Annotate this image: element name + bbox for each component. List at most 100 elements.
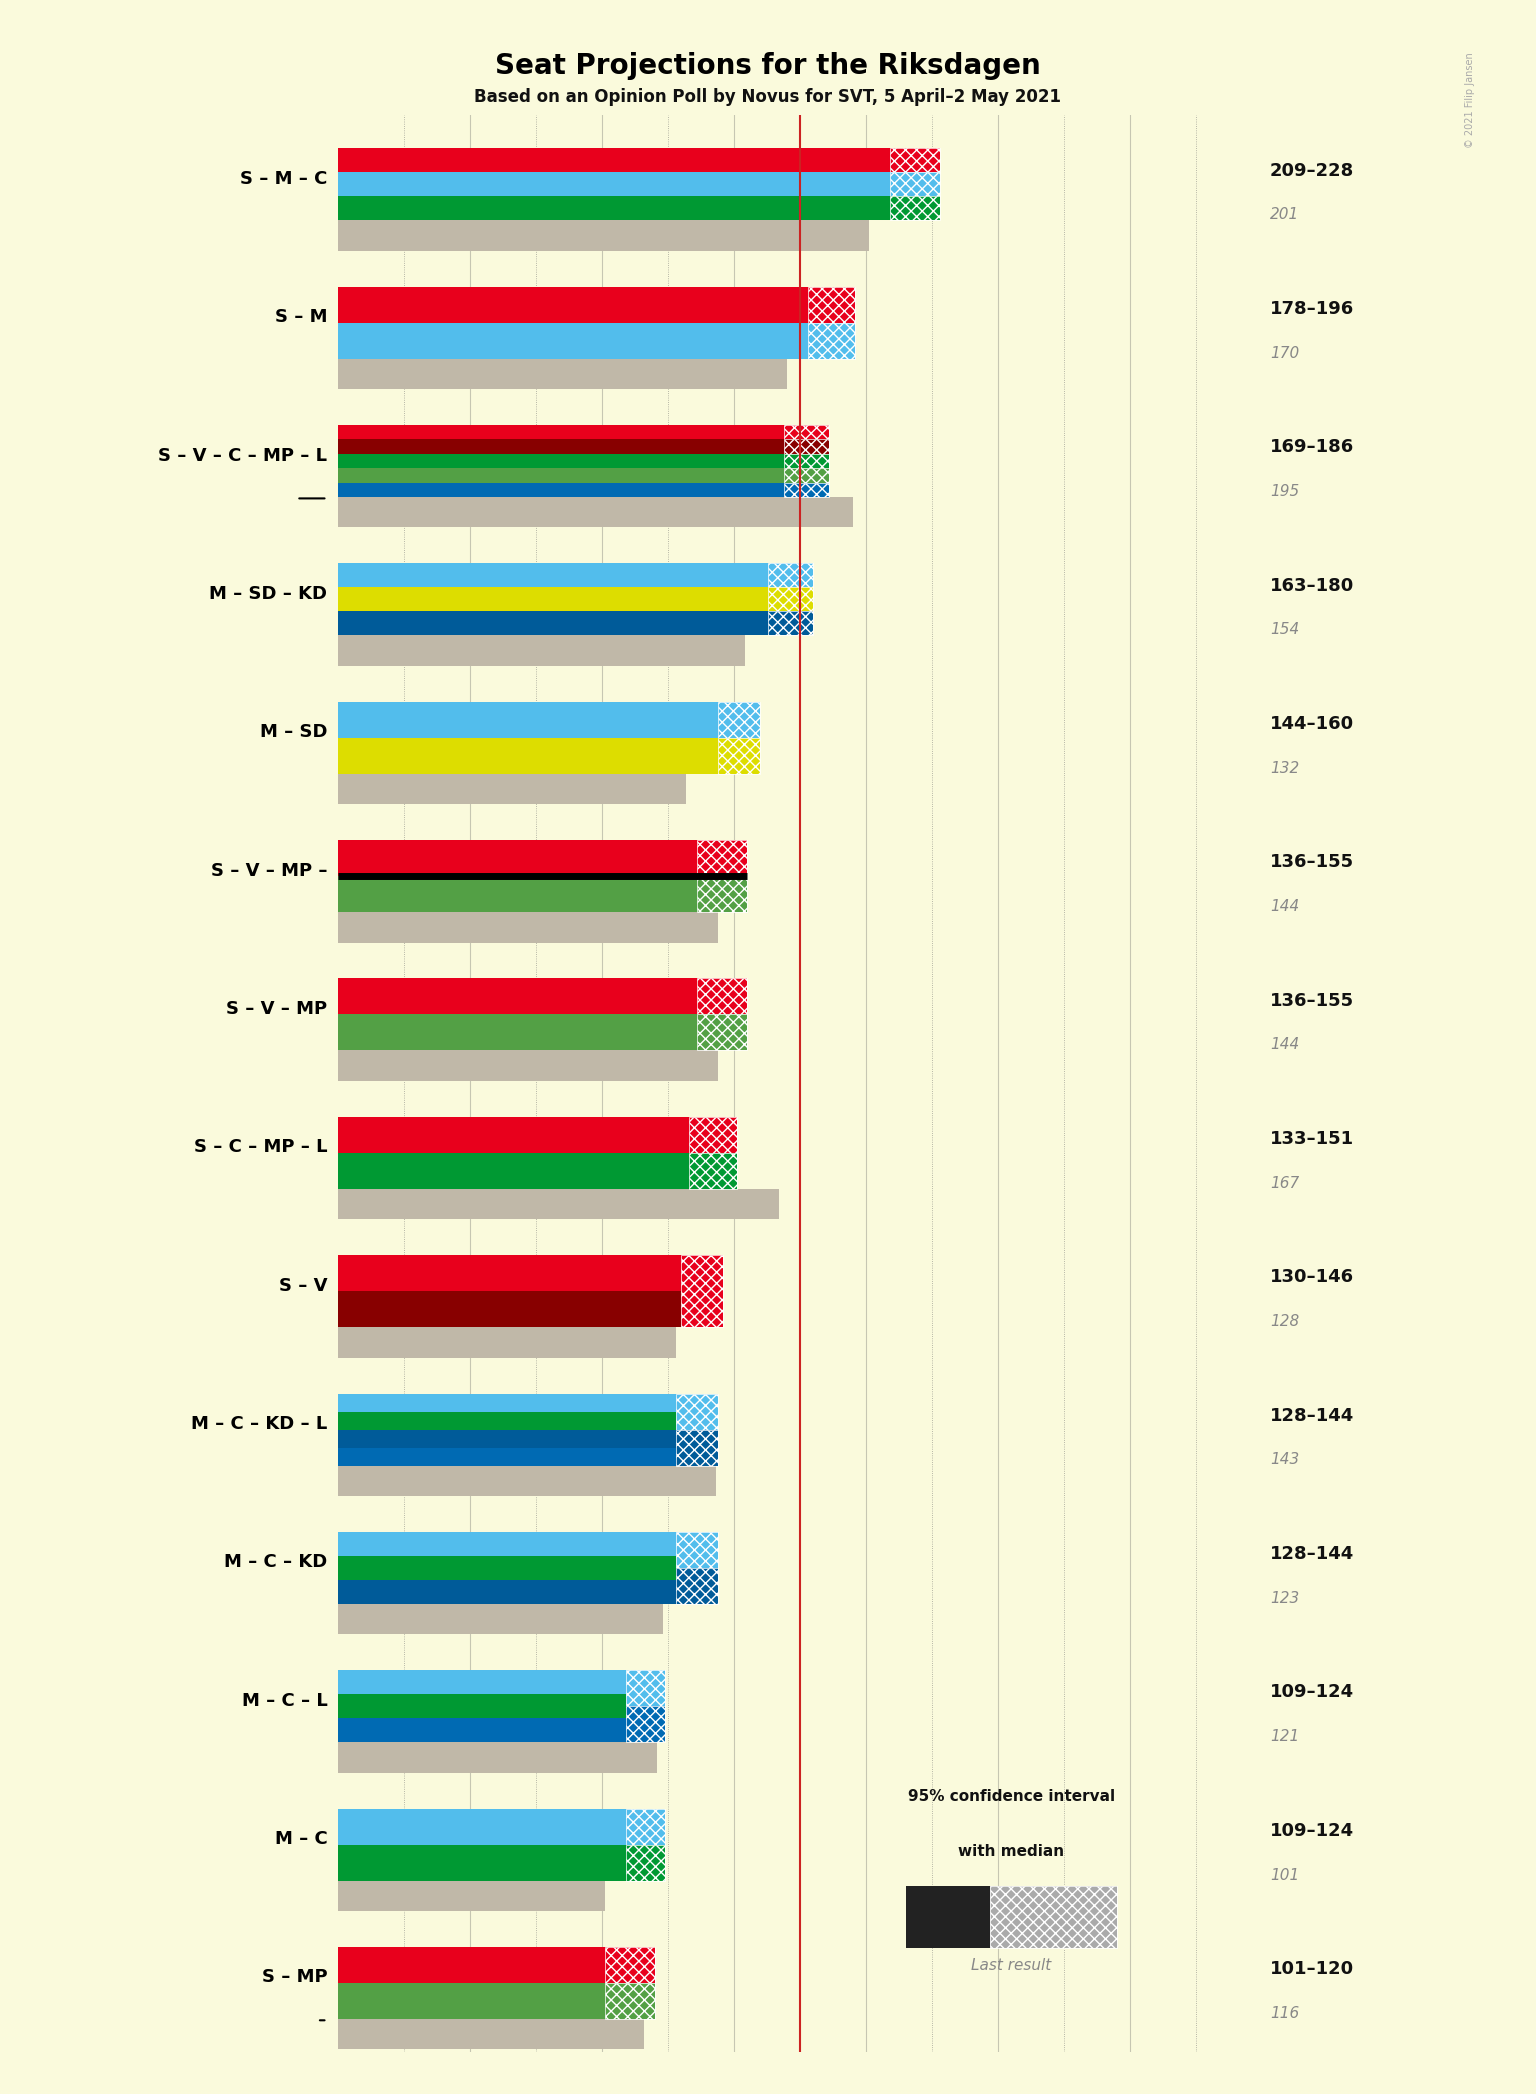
Bar xyxy=(991,1887,1117,1947)
Bar xyxy=(697,978,746,1013)
Text: 95% confidence interval: 95% confidence interval xyxy=(908,1788,1115,1803)
Bar xyxy=(676,1430,719,1466)
Text: S – M: S – M xyxy=(275,308,327,327)
Bar xyxy=(785,440,829,454)
Bar xyxy=(719,701,760,737)
Bar xyxy=(338,978,746,1013)
Bar xyxy=(676,1395,719,1430)
Bar xyxy=(338,1013,746,1051)
Bar xyxy=(889,197,940,220)
Bar xyxy=(338,737,760,775)
Text: M – SD: M – SD xyxy=(260,722,327,741)
Text: 169–186: 169–186 xyxy=(1270,438,1355,456)
Bar xyxy=(338,611,813,634)
Bar xyxy=(605,1983,654,2019)
Text: S – V – MP –: S – V – MP – xyxy=(210,861,327,879)
Bar xyxy=(338,425,829,440)
Bar xyxy=(785,440,829,454)
Bar xyxy=(785,469,829,482)
Bar xyxy=(338,1880,605,1912)
Bar xyxy=(785,482,829,496)
Bar xyxy=(338,840,746,875)
Text: 109–124: 109–124 xyxy=(1270,1684,1355,1702)
Text: S – V – MP: S – V – MP xyxy=(226,1001,327,1018)
Bar xyxy=(676,1533,719,1568)
Text: 170: 170 xyxy=(1270,346,1299,360)
Bar xyxy=(690,1154,737,1189)
Bar xyxy=(338,634,745,666)
Bar xyxy=(338,1533,719,1556)
Bar xyxy=(768,588,813,611)
Bar xyxy=(338,197,940,220)
Bar xyxy=(768,611,813,634)
Bar xyxy=(625,1809,665,1845)
Bar xyxy=(338,1556,719,1579)
Bar xyxy=(605,1947,654,1983)
Text: 144–160: 144–160 xyxy=(1270,714,1355,733)
Bar xyxy=(676,1568,719,1604)
Text: M – C – L: M – C – L xyxy=(241,1692,327,1709)
Bar xyxy=(338,1671,665,1694)
Text: M – C – KD: M – C – KD xyxy=(224,1554,327,1570)
Bar xyxy=(719,701,760,737)
Bar xyxy=(697,840,746,875)
Text: 178–196: 178–196 xyxy=(1270,299,1355,318)
Text: S – M – C: S – M – C xyxy=(240,170,327,188)
Text: © 2021 Filip Jansen: © 2021 Filip Jansen xyxy=(1464,52,1475,149)
Bar xyxy=(338,1447,719,1466)
Bar xyxy=(808,287,856,322)
Bar xyxy=(991,1887,1117,1947)
Bar xyxy=(697,1013,746,1051)
Bar xyxy=(605,1983,654,2019)
Bar xyxy=(808,322,856,358)
Bar xyxy=(808,322,856,358)
Text: M – C: M – C xyxy=(275,1830,327,1849)
Text: 136–155: 136–155 xyxy=(1270,852,1355,871)
Bar xyxy=(338,1430,719,1447)
Text: 201: 201 xyxy=(1270,207,1299,222)
Bar xyxy=(338,287,856,322)
Bar xyxy=(697,875,746,913)
Text: 128–144: 128–144 xyxy=(1270,1545,1355,1562)
Bar xyxy=(338,701,760,737)
Bar xyxy=(338,1411,719,1430)
Bar xyxy=(338,322,856,358)
Text: 136–155: 136–155 xyxy=(1270,993,1355,1009)
Text: 109–124: 109–124 xyxy=(1270,1822,1355,1841)
Bar xyxy=(680,1254,723,1328)
Text: Last result: Last result xyxy=(971,1958,1052,1973)
Text: S – V – C – MP – L: S – V – C – MP – L xyxy=(158,446,327,465)
Bar xyxy=(889,197,940,220)
Bar xyxy=(338,172,940,197)
Text: S – V: S – V xyxy=(280,1277,327,1294)
Bar xyxy=(768,611,813,634)
Text: 163–180: 163–180 xyxy=(1270,576,1355,595)
Bar xyxy=(676,1395,719,1430)
Text: 143: 143 xyxy=(1270,1453,1299,1468)
Bar xyxy=(338,1116,737,1154)
Bar xyxy=(338,1051,719,1081)
Bar xyxy=(338,482,829,496)
Bar xyxy=(676,1430,719,1466)
Bar xyxy=(680,1254,723,1328)
Text: Seat Projections for the Riksdagen: Seat Projections for the Riksdagen xyxy=(495,52,1041,80)
Bar xyxy=(785,425,829,440)
Bar xyxy=(338,588,813,611)
Bar xyxy=(338,496,852,528)
Text: 144: 144 xyxy=(1270,1037,1299,1053)
Text: 128–144: 128–144 xyxy=(1270,1407,1355,1424)
Bar xyxy=(719,737,760,775)
Bar xyxy=(625,1707,665,1742)
Bar xyxy=(338,1604,662,1633)
Bar xyxy=(625,1845,665,1880)
Text: 101–120: 101–120 xyxy=(1270,1960,1355,1979)
Bar xyxy=(338,775,687,804)
Bar xyxy=(338,1983,654,2019)
Bar xyxy=(690,1116,737,1154)
Bar xyxy=(785,425,829,440)
Bar xyxy=(338,1328,676,1357)
Bar xyxy=(808,287,856,322)
Bar xyxy=(697,840,746,875)
Bar xyxy=(889,149,940,172)
Bar xyxy=(768,563,813,588)
